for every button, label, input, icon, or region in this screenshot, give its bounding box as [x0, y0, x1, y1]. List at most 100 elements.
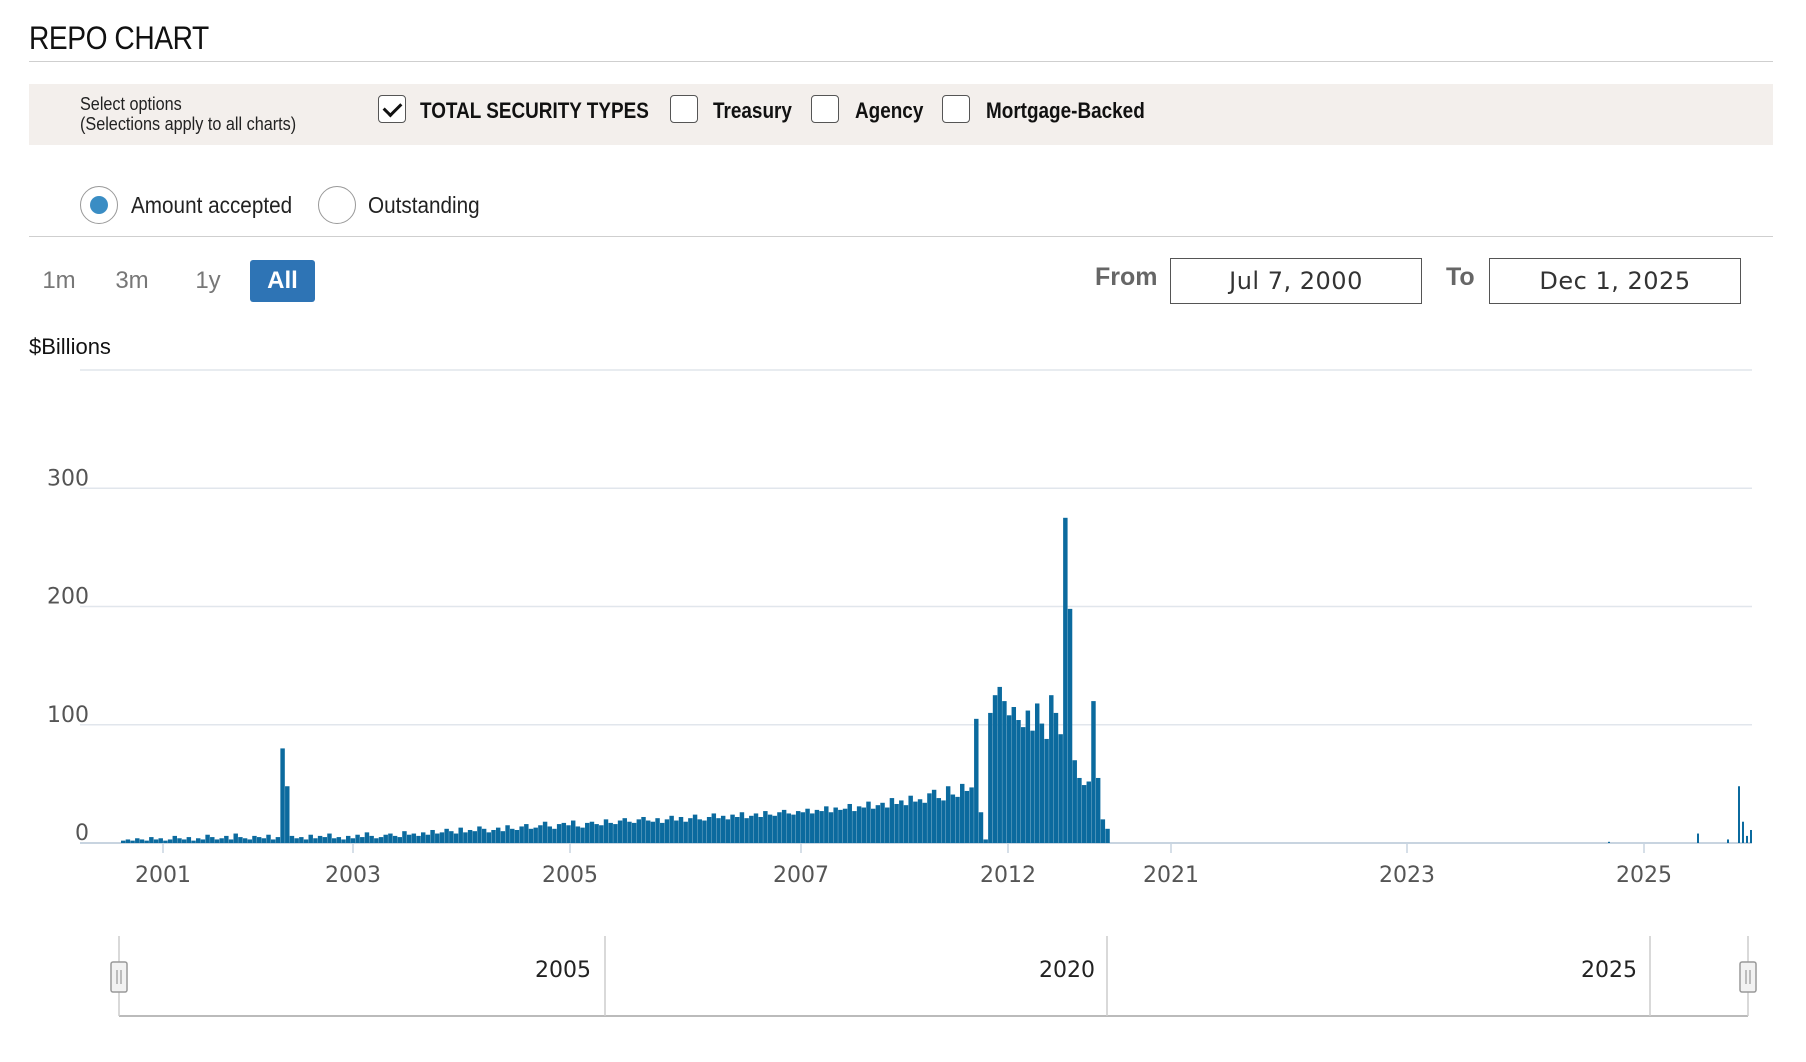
- chart-bar[interactable]: [922, 802, 927, 843]
- chart-bar[interactable]: [139, 839, 145, 843]
- chart-bar[interactable]: [580, 827, 585, 843]
- chart-bar[interactable]: [622, 818, 627, 843]
- chart-bar[interactable]: [500, 831, 506, 843]
- chart-bar[interactable]: [627, 821, 632, 843]
- chart-bar[interactable]: [425, 834, 431, 843]
- chart-bar[interactable]: [692, 814, 698, 843]
- chart-bar[interactable]: [1016, 720, 1021, 843]
- chart-bar[interactable]: [636, 819, 642, 843]
- chart-bar[interactable]: [495, 827, 501, 843]
- chart-bar[interactable]: [631, 822, 637, 843]
- chart-bar[interactable]: [528, 828, 534, 843]
- range-1y-button[interactable]: 1y: [195, 267, 221, 294]
- chart-bar[interactable]: [336, 837, 342, 843]
- chart-bar[interactable]: [828, 812, 834, 843]
- chart-bar[interactable]: [350, 838, 356, 843]
- checkbox-total-security-types[interactable]: [378, 95, 406, 123]
- chart-bar[interactable]: [978, 812, 984, 843]
- chart-bar[interactable]: [406, 834, 412, 843]
- chart-bar[interactable]: [177, 838, 182, 843]
- chart-bar[interactable]: [1750, 829, 1752, 843]
- chart-bar[interactable]: [364, 832, 370, 843]
- chart-bar[interactable]: [252, 835, 257, 843]
- chart-bar[interactable]: [702, 820, 707, 843]
- chart-bar[interactable]: [163, 840, 168, 843]
- chart-bar[interactable]: [997, 686, 1002, 843]
- chart-bar[interactable]: [411, 833, 417, 843]
- chart-bar[interactable]: [205, 834, 210, 843]
- chart-bar[interactable]: [444, 828, 449, 843]
- chart-bar[interactable]: [885, 807, 890, 843]
- chart-bar[interactable]: [317, 835, 323, 843]
- chart-bar[interactable]: [435, 833, 440, 843]
- chart-bar[interactable]: [270, 839, 276, 843]
- chart-bar[interactable]: [510, 828, 515, 843]
- chart-bar[interactable]: [416, 835, 421, 843]
- chart-bar[interactable]: [275, 837, 281, 843]
- chart-bar[interactable]: [645, 820, 651, 843]
- chart-bar[interactable]: [838, 809, 843, 843]
- chart-bar[interactable]: [514, 829, 520, 843]
- chart-bar[interactable]: [772, 815, 777, 843]
- chart-bar[interactable]: [256, 837, 262, 843]
- chart-bar[interactable]: [1067, 608, 1073, 843]
- chart-bar[interactable]: [781, 809, 787, 843]
- chart-bar[interactable]: [392, 835, 398, 843]
- chart-bar[interactable]: [1011, 707, 1017, 843]
- chart-bar[interactable]: [866, 801, 871, 843]
- chart-bar[interactable]: [758, 816, 763, 843]
- chart-bar[interactable]: [992, 695, 998, 843]
- chart-bar[interactable]: [238, 837, 243, 843]
- chart-bar[interactable]: [814, 809, 820, 843]
- chart-bar[interactable]: [181, 839, 187, 843]
- radio-label-amount-accepted[interactable]: Amount accepted: [131, 192, 293, 218]
- chart-bar[interactable]: [261, 838, 267, 843]
- chart-bar[interactable]: [547, 826, 552, 843]
- radio-outstanding[interactable]: [318, 186, 356, 224]
- chart-bar[interactable]: [453, 833, 459, 843]
- chart-bar[interactable]: [355, 834, 360, 843]
- chart-bar[interactable]: [688, 818, 693, 843]
- chart-bar[interactable]: [374, 838, 379, 843]
- chart-bar[interactable]: [1039, 723, 1045, 843]
- chart-bar[interactable]: [660, 822, 665, 843]
- chart-bar[interactable]: [955, 796, 960, 843]
- chart-bar[interactable]: [908, 795, 913, 843]
- chart-bar[interactable]: [1091, 701, 1096, 843]
- chart-bar[interactable]: [856, 806, 862, 843]
- chart-bar[interactable]: [505, 825, 510, 843]
- chart-bar[interactable]: [739, 812, 745, 843]
- chart-bar[interactable]: [833, 807, 838, 843]
- chart-bar[interactable]: [749, 815, 754, 843]
- chart-bar[interactable]: [402, 831, 407, 843]
- chart-bar[interactable]: [795, 811, 801, 843]
- chart-bar[interactable]: [913, 801, 918, 843]
- chart-bar[interactable]: [1697, 833, 1699, 843]
- chart-bar[interactable]: [247, 839, 252, 843]
- chart-bar[interactable]: [144, 840, 149, 843]
- chart-bar[interactable]: [486, 832, 492, 843]
- chart-bar[interactable]: [219, 838, 224, 843]
- chart-bar[interactable]: [172, 835, 178, 843]
- chart-bar[interactable]: [294, 838, 299, 843]
- chart-bar[interactable]: [224, 835, 229, 843]
- checkbox-mortgage-backed[interactable]: [942, 95, 970, 123]
- chart-bar[interactable]: [786, 813, 792, 843]
- chart-bar[interactable]: [767, 814, 773, 843]
- chart-bar[interactable]: [1081, 785, 1087, 843]
- range-all-button[interactable]: All: [250, 260, 315, 302]
- chart-bar[interactable]: [950, 794, 956, 843]
- chart-bar[interactable]: [931, 789, 937, 843]
- chart-bar[interactable]: [1049, 695, 1054, 843]
- chart-bar[interactable]: [974, 718, 979, 843]
- chart-bar[interactable]: [960, 783, 965, 844]
- chart-bar[interactable]: [903, 805, 909, 843]
- chart-bar[interactable]: [214, 839, 220, 843]
- checkbox-agency[interactable]: [811, 95, 839, 123]
- chart-bar[interactable]: [824, 806, 829, 843]
- chart-bar[interactable]: [594, 824, 599, 843]
- chart-bar[interactable]: [664, 819, 670, 843]
- chart-bar[interactable]: [458, 827, 463, 843]
- chart-bar[interactable]: [1002, 701, 1007, 843]
- navigator-handle-right[interactable]: [1739, 961, 1757, 993]
